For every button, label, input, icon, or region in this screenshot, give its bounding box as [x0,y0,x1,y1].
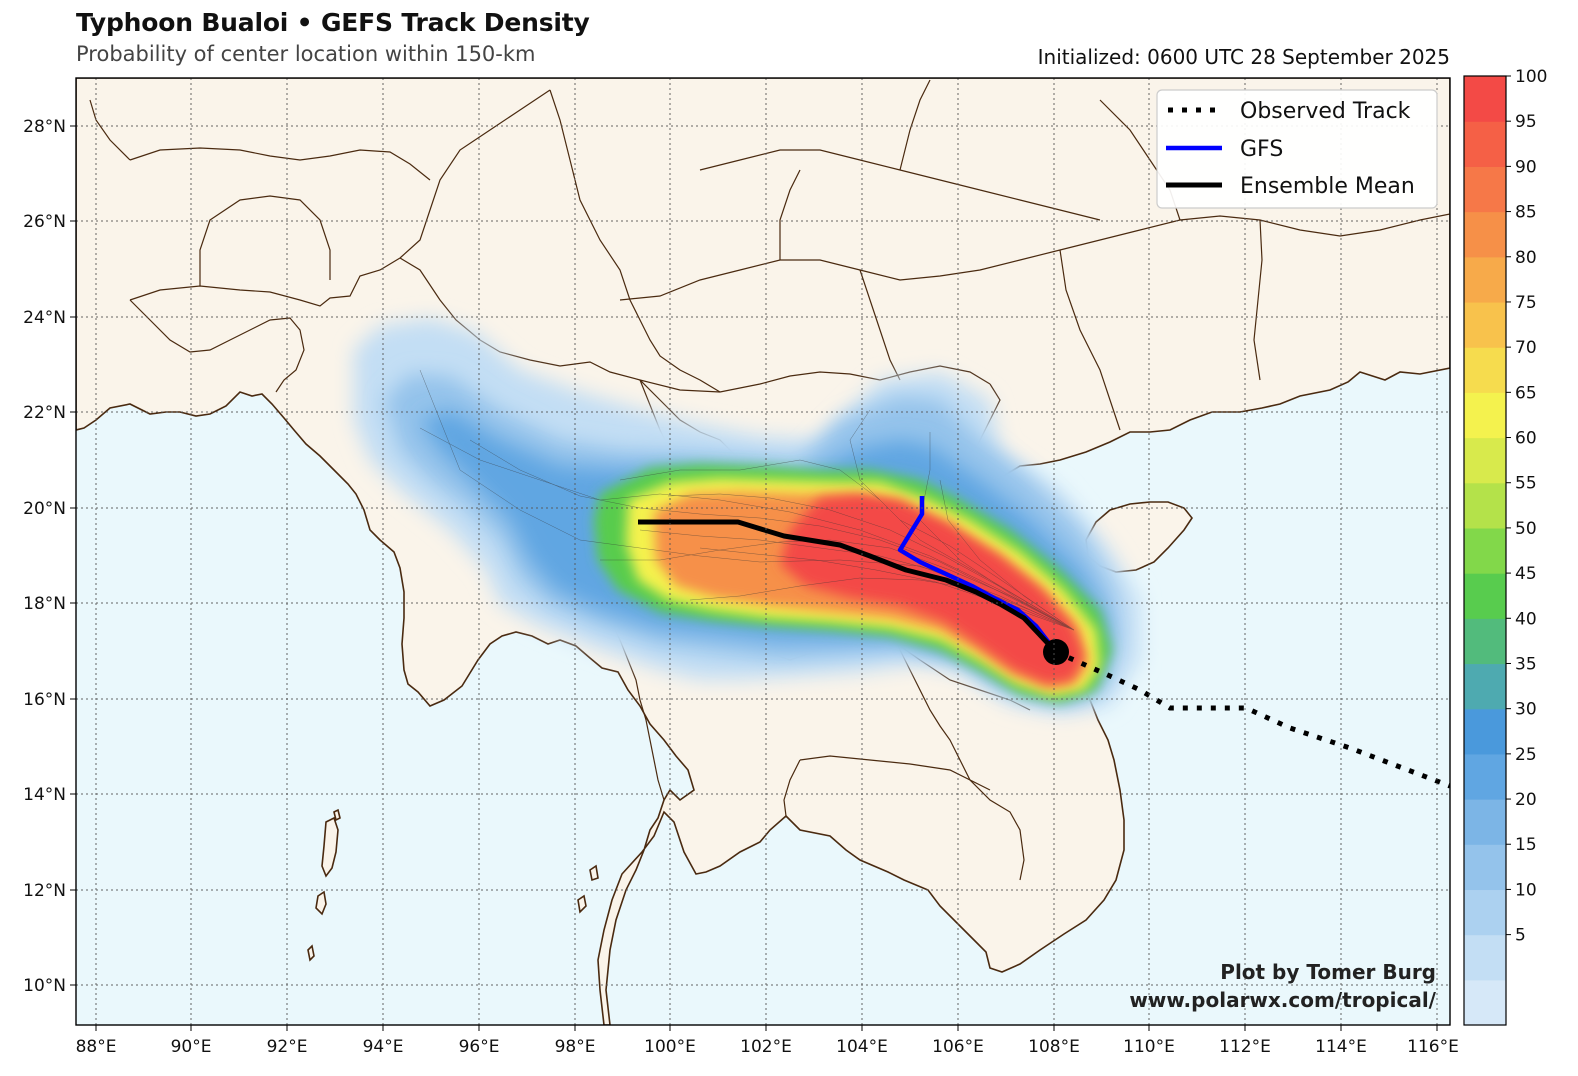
lon-tick-label: 116°E [1407,1037,1459,1057]
lat-tick-label: 26°N [23,212,66,232]
colorbar-segment [1464,347,1506,393]
lat-tick-label: 14°N [23,785,66,805]
colorbar-segment [1464,76,1506,122]
colorbar-label: 65 [1515,383,1537,403]
colorbar-segment [1464,799,1506,845]
legend-label-gfs: GFS [1240,137,1283,162]
map-frame [75,77,1451,1026]
colorbar-segment [1464,301,1506,348]
colorbar-segment [1464,211,1506,258]
colorbar-segment [1464,934,1506,981]
lat-tick-label: 22°N [23,403,66,423]
colorbar-label: 25 [1515,745,1537,765]
map-area: Observed Track GFS Ensemble Mean [76,78,1450,1025]
colorbar-segment [1464,166,1506,213]
colorbar-label: 95 [1515,112,1537,132]
colorbar-segment [1464,482,1506,529]
colorbar-label: 20 [1515,790,1537,810]
ensemble-member-tracks [419,369,1075,631]
lon-tick-label: 88°E [76,1037,117,1057]
lon-tick-label: 114°E [1315,1037,1367,1057]
colorbar-label: 15 [1515,835,1537,855]
initialized-time: Initialized: 0600 UTC 28 September 2025 [1037,45,1450,69]
colorbar-label: 80 [1515,248,1537,268]
lon-tick-label: 100°E [644,1037,696,1057]
colorbar-label: 5 [1515,926,1526,946]
track-density [354,318,1140,714]
legend-label-observed: Observed Track [1240,99,1411,124]
lat-tick-label: 20°N [23,499,66,519]
colorbar-label: 10 [1515,880,1537,900]
lon-tick-label: 106°E [932,1037,984,1057]
colorbar-label: 60 [1515,429,1537,449]
lon-tick-label: 112°E [1219,1037,1271,1057]
credit-author: Plot by Tomer Burg [1220,960,1436,984]
colorbar-label: 45 [1515,564,1537,584]
colorbar-label: 40 [1515,609,1537,629]
colorbar-segment [1464,663,1506,710]
colorbar-label: 50 [1515,519,1537,539]
colorbar-segment [1464,527,1506,574]
colorbar-segment [1464,979,1506,1026]
colorbar-segment [1464,573,1506,619]
colorbar-label: 35 [1515,654,1537,674]
ensemble-mean-track [638,519,1058,654]
colorbar-segments [1464,76,1506,1026]
lat-tick-label: 28°N [23,117,66,137]
colorbar-label: 100 [1515,67,1547,87]
gridlines [76,78,1450,1025]
current-position-marker [1043,639,1069,665]
colorbar-segment [1464,392,1506,439]
colorbar-labels: 100 95 90 85 80 75 70 65 60 55 50 45 40 35 30 25 20 15 10 5 [1506,67,1547,946]
lon-tick-label: 110°E [1123,1037,1175,1057]
colorbar-segment [1464,256,1506,303]
lon-tick-label: 98°E [555,1037,596,1057]
colorbar-label: 70 [1515,338,1537,358]
density-100 [780,494,1084,684]
lon-tick-label: 92°E [267,1037,308,1057]
colorbar-label: 75 [1515,293,1537,313]
lon-tick-label: 90°E [171,1037,212,1057]
legend: Observed Track GFS Ensemble Mean [1156,89,1438,209]
latitude-axis: 28°N 26°N 24°N 22°N 20°N 18°N 16°N 14°N … [23,117,76,996]
map-subtitle: Probability of center location within 15… [76,42,536,66]
map-title: Typhoon Bualoi • GEFS Track Density [76,8,590,37]
lon-tick-label: 96°E [459,1037,500,1057]
colorbar-label: 30 [1515,700,1537,720]
land-mergui [577,864,599,914]
colorbar-frame [1463,75,1507,1026]
lat-tick-label: 16°N [23,690,66,710]
colorbar-segment [1464,437,1506,484]
legend-label-mean: Ensemble Mean [1240,174,1415,199]
colorbar-segment [1464,708,1506,755]
land-nicobar [307,944,315,962]
land-andaman-1 [321,816,339,878]
colorbar-segment [1464,753,1506,800]
colorbar-label: 85 [1515,203,1537,223]
colorbar-segment [1464,889,1506,936]
lon-tick-label: 104°E [836,1037,888,1057]
lon-tick-label: 108°E [1028,1037,1080,1057]
colorbar-segment [1464,618,1506,665]
lon-tick-label: 102°E [740,1037,792,1057]
lat-tick-label: 10°N [23,976,66,996]
lon-tick-label: 94°E [363,1037,404,1057]
lat-tick-label: 18°N [23,594,66,614]
colorbar-segment [1464,844,1506,891]
colorbar-label: 55 [1515,474,1537,494]
land-andaman-2 [315,890,327,916]
land-coco [333,808,341,822]
colorbar: 100 95 90 85 80 75 70 65 60 55 50 45 40 35 30 25 20 15 10 5 [1463,67,1547,1026]
lat-tick-label: 24°N [23,308,66,328]
lat-tick-label: 12°N [23,881,66,901]
credit-url: www.polarwx.com/tropical/ [1129,988,1436,1012]
colorbar-segment [1464,121,1506,167]
colorbar-label: 90 [1515,157,1537,177]
longitude-axis: 88°E 90°E 92°E 94°E 96°E 98°E 100°E 102°… [76,1025,1459,1057]
